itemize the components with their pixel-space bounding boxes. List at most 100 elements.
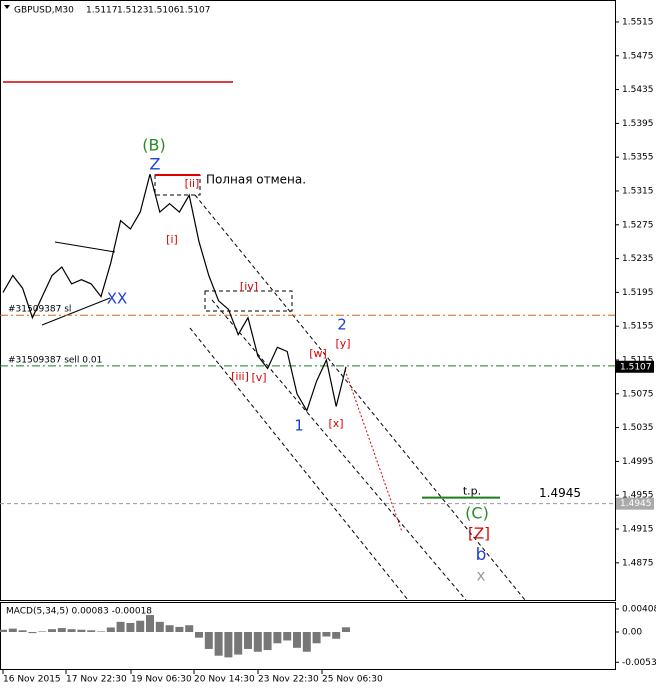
wave-label: [x]: [328, 417, 343, 430]
triangle-line: [54, 241, 116, 253]
x-tick-label: 25 Nov 06:30: [322, 675, 383, 685]
wave-label: 1: [294, 417, 304, 435]
macd-bar: [165, 625, 174, 633]
macd-bar: [263, 632, 272, 651]
macd-bar: [77, 629, 86, 633]
macd-bar: [8, 628, 17, 633]
macd-bar: [185, 625, 194, 633]
macd-bar: [244, 632, 252, 649]
macd-bar: [253, 632, 262, 652]
macd-bar: [204, 632, 213, 649]
x-tick-label: 20 Nov 14:30: [194, 675, 255, 685]
wave-label: [iv]: [240, 280, 258, 293]
macd-bar: [293, 632, 301, 648]
y-tick-label: 1.5395: [622, 119, 654, 129]
tp-price-label: 1.4945: [620, 499, 652, 509]
macd-bar: [195, 632, 203, 638]
y-tick-label: 1.4915: [622, 525, 654, 535]
y-tick-label: 1.5155: [622, 322, 654, 332]
macd-bar: [87, 630, 96, 633]
symbol: GBPUSD,M30: [14, 6, 74, 16]
channel-line: [211, 299, 467, 601]
channel-line: [189, 327, 409, 601]
macd-bar: [57, 628, 66, 633]
y-tick-label: 1.5435: [622, 85, 654, 95]
x-tick-label: 23 Nov 22:30: [258, 675, 319, 685]
menu-arrow: [4, 5, 10, 9]
quote-value: 1.5107: [179, 6, 211, 16]
macd-bar: [116, 621, 125, 633]
wave-label: [y]: [335, 337, 350, 350]
macd-bar: [234, 632, 243, 655]
macd-bar: [67, 629, 76, 633]
y-tick-label: 1.5275: [622, 220, 654, 230]
x-tick-label: 19 Nov 06:30: [131, 675, 192, 685]
wave-label: 2: [337, 316, 347, 334]
y-tick-label: 1.4955: [622, 491, 654, 501]
macd-bar: [126, 622, 135, 633]
macd-bar: [273, 632, 282, 644]
tp-value: 1.4945: [539, 486, 581, 500]
macd-bar: [302, 632, 311, 652]
channel-line: [194, 194, 526, 601]
quote-value: 1.5123: [117, 6, 149, 16]
wave-label: (B): [142, 136, 165, 155]
macd-bar: [97, 631, 105, 633]
wave-label: [i]: [166, 233, 178, 246]
y-tick-label: 1.5195: [622, 288, 654, 298]
order-label: #31509387 sell 0.01: [8, 355, 102, 365]
macd-bar: [146, 615, 154, 633]
y-tick-label: 1.4995: [622, 457, 654, 467]
wave-label: [ii]: [185, 177, 200, 190]
y-tick-label: 1.5355: [622, 153, 654, 163]
macd-frame: [0, 602, 616, 670]
wave-label: [Z]: [468, 525, 490, 543]
macd-bar: [342, 627, 350, 633]
wave-label: [w]: [309, 347, 327, 360]
x-tick-label: 17 Nov 22:30: [66, 675, 127, 685]
macd-bar: [0, 629, 7, 633]
y-tick-label: 1.5035: [622, 423, 654, 433]
y-tick-label: 1.5515: [622, 17, 654, 27]
wave-label: b: [476, 545, 487, 565]
y-tick-label: 1.4875: [622, 558, 654, 568]
box: [204, 290, 293, 312]
macd-bar: [332, 632, 341, 639]
wave-label: x: [477, 567, 486, 585]
current-price-box: [616, 360, 654, 373]
macd-bar: [38, 631, 47, 633]
tp-label: t.p.: [463, 485, 481, 498]
tp-price-box: [616, 497, 654, 510]
macd-y-tick-label: 0.00: [622, 628, 642, 638]
y-tick-label: 1.5235: [622, 254, 654, 264]
current-price-label: 1.5107: [620, 362, 652, 372]
macd-title: MACD(5,34,5) 0.00083 -0.00018: [6, 607, 152, 617]
wave-label: XX: [107, 290, 128, 308]
wave-label: [iii]: [231, 370, 249, 383]
wave-label: Полная отмена.: [206, 173, 306, 187]
wave-label: [v]: [251, 371, 266, 384]
wave-label: Z: [150, 155, 161, 174]
macd-bar: [136, 620, 145, 633]
macd-bar: [18, 630, 27, 633]
y-tick-label: 1.5475: [622, 51, 654, 61]
y-tick-label: 1.5115: [622, 356, 654, 366]
y-tick-label: 1.5075: [622, 389, 654, 399]
main-frame: [0, 0, 616, 601]
projection-line: [344, 369, 403, 533]
macd-bar: [106, 627, 115, 633]
y-tick-label: 1.5315: [622, 186, 654, 196]
macd-bar: [214, 632, 223, 656]
quote-value: 1.5106: [148, 6, 180, 16]
macd-bar: [28, 632, 37, 634]
macd-y-tick-label: 0.00408: [622, 604, 656, 614]
macd-bar: [283, 632, 292, 641]
price-line: [2, 173, 347, 413]
macd-bar: [48, 629, 56, 633]
macd-bar: [175, 626, 184, 633]
macd-bar: [224, 632, 233, 658]
macd-bar: [155, 621, 164, 633]
order-label: #31509387 sl: [8, 305, 71, 315]
triangle-line: [41, 297, 111, 326]
